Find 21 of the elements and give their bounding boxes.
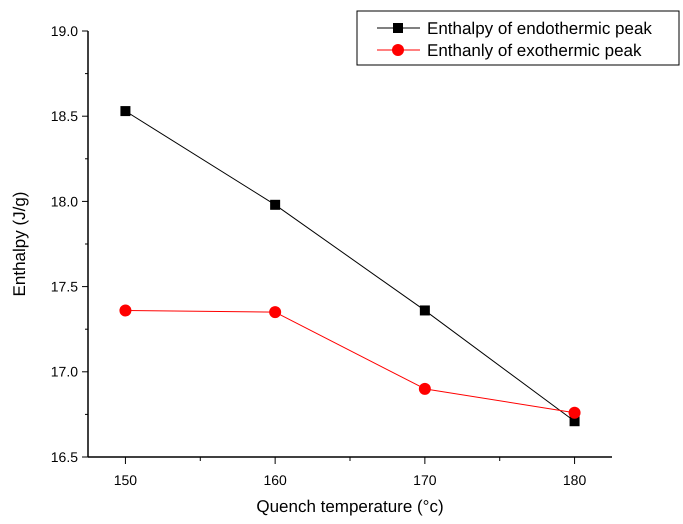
y-tick-label: 17.5: [50, 278, 78, 294]
point: [120, 106, 130, 116]
y-tick-label: 19.0: [50, 22, 78, 39]
point: [119, 304, 132, 316]
point: [420, 305, 430, 316]
point: [270, 200, 280, 210]
legend-label: Enthalpy of endothermic peak: [427, 18, 652, 38]
y-tick-label: 18.5: [50, 108, 78, 124]
point: [568, 406, 581, 419]
y-tick-label: 17.0: [50, 364, 78, 380]
y-axis-title: Enthalpy (J/g): [10, 192, 29, 296]
x-tick-label: 160: [263, 472, 288, 488]
y-tick-label: 16.5: [50, 448, 78, 465]
y-tick-label: 18.0: [50, 193, 78, 210]
x-tick-label: 170: [413, 472, 437, 488]
x-tick-label: 150: [114, 472, 138, 488]
legend-label: Enthanly of exothermic peak: [427, 40, 642, 60]
point: [269, 306, 282, 318]
x-axis-title: Quench temperature (°c): [256, 497, 444, 516]
point: [418, 382, 431, 395]
x-tick-label: 180: [562, 472, 586, 488]
